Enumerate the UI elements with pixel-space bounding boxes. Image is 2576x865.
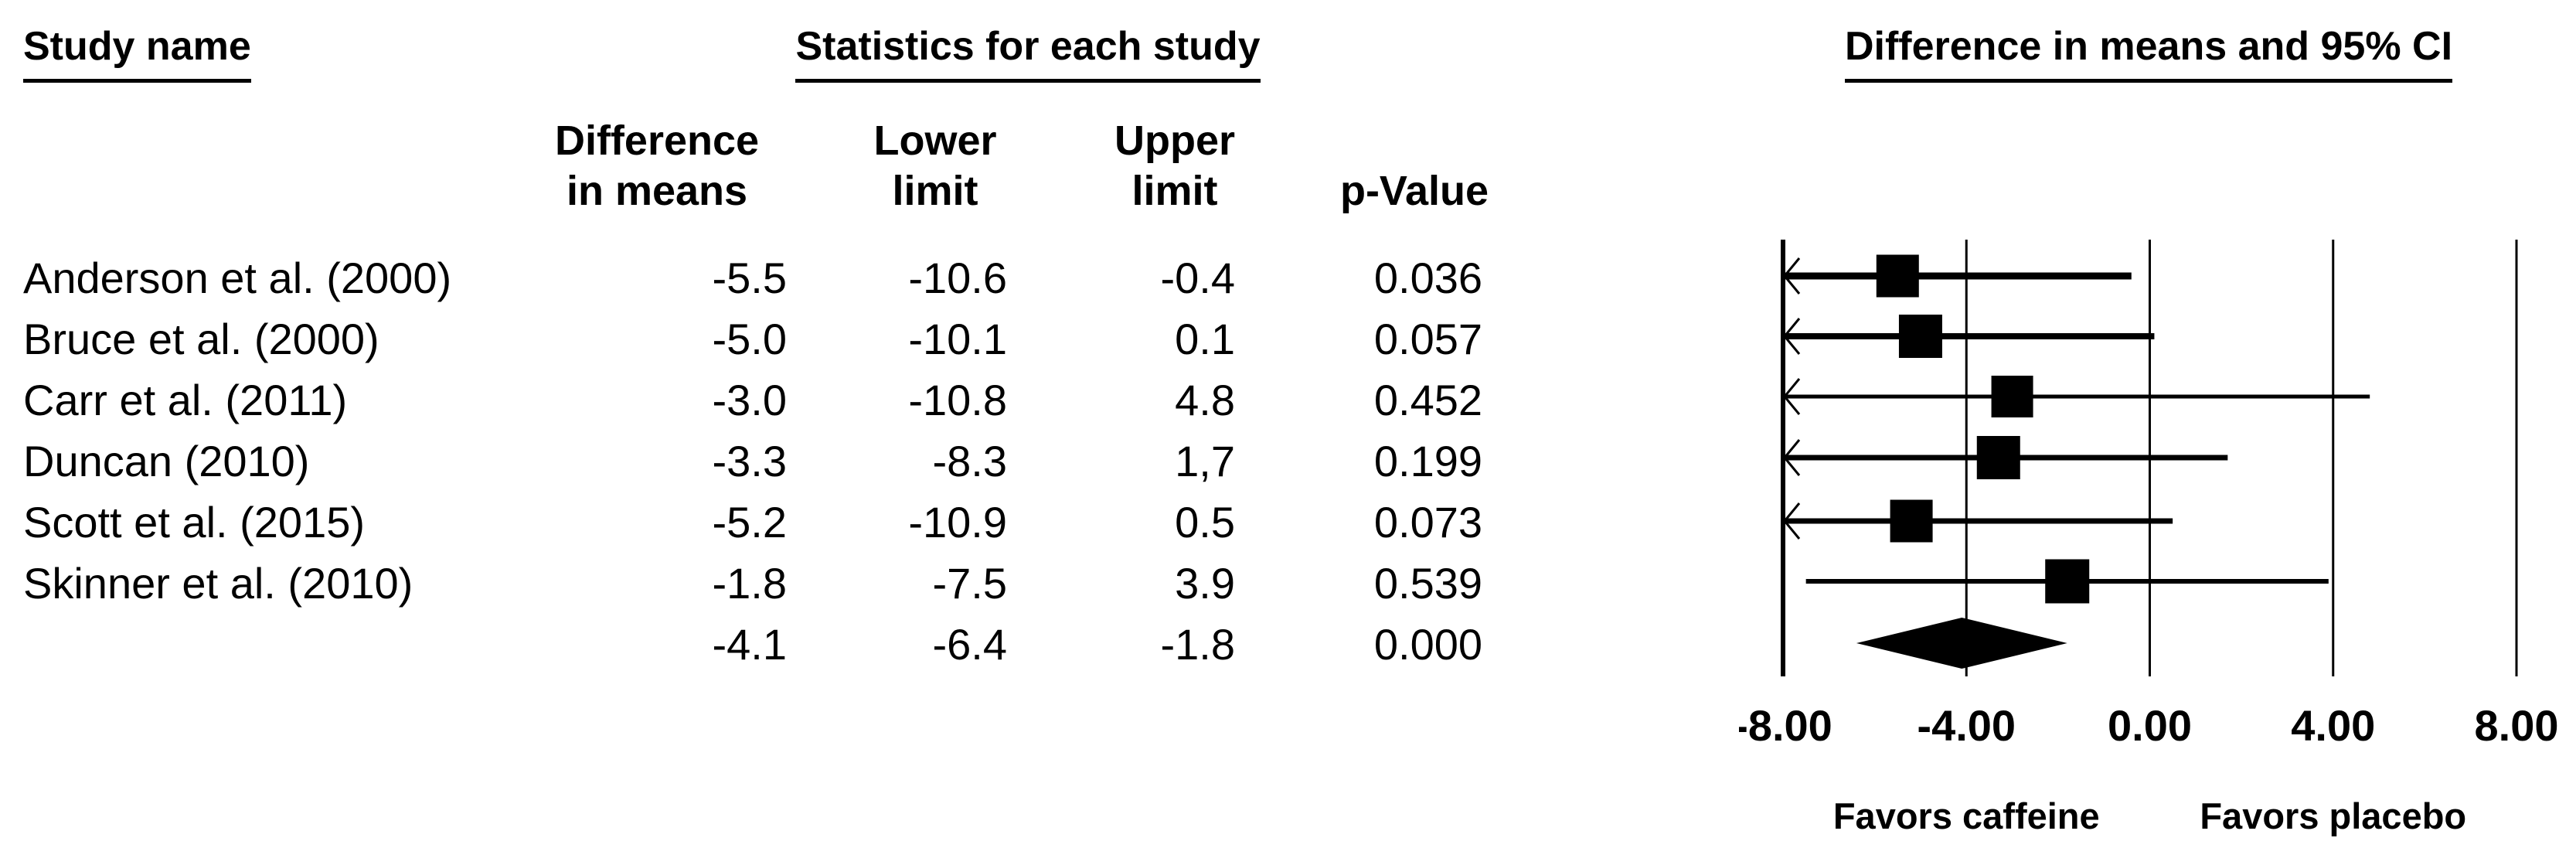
favors-caffeine-label: Favors caffeine — [1833, 795, 2100, 836]
study-name: Bruce et al. (2000) — [23, 315, 379, 363]
study-name-header: Study name — [23, 23, 251, 83]
stats-section-header: Statistics for each study — [734, 23, 1322, 83]
column-header-upper-limit: Upper limit — [1114, 117, 1235, 215]
lower-limit-value: -6.4 — [932, 620, 1008, 669]
p-value: 0.199 — [1373, 437, 1482, 485]
lower-limit-value: -10.8 — [908, 376, 1007, 424]
p-value: 0.000 — [1373, 620, 1482, 669]
upper-limit-value: 0.1 — [1175, 315, 1235, 363]
arrow-left-icon — [1783, 378, 1801, 415]
column-header-lower-limit: Lower limit — [873, 117, 997, 215]
arrow-left-icon — [1783, 318, 1801, 355]
upper-limit-value: 4.8 — [1175, 376, 1235, 424]
p-value: 0.073 — [1373, 498, 1482, 547]
ci-section-header-text: Difference in means and 95% CI — [1844, 23, 2453, 83]
table-row: Carr et al. (2011) -3.0 -10.8 4.8 0.452 — [23, 369, 1492, 431]
upper-limit-value: -1.8 — [1160, 620, 1236, 669]
difference-in-means-value: -1.8 — [712, 559, 788, 608]
lower-limit-value: -8.3 — [932, 437, 1008, 485]
difference-in-means-value: -5.2 — [712, 498, 788, 547]
ci-section-header: Difference in means and 95% CI — [1770, 23, 2527, 83]
difference-in-means-value: -4.1 — [712, 620, 788, 669]
lower-limit-value: -7.5 — [932, 559, 1008, 608]
lower-limit-value: -10.1 — [908, 315, 1007, 363]
p-value: 0.539 — [1373, 559, 1482, 608]
x-tick-label: -4.00 — [1917, 701, 2016, 750]
x-tick-label: 4.00 — [2291, 701, 2375, 750]
difference-in-means-value: -5.5 — [712, 254, 788, 302]
difference-in-means-value: -3.0 — [712, 376, 788, 424]
difference-in-means-value: -3.3 — [712, 437, 788, 485]
point-estimate-square — [1876, 254, 1919, 298]
table-row: Anderson et al. (2000) -5.5 -10.6 -0.4 0… — [23, 247, 1492, 308]
table-row: Duncan (2010) -3.3 -8.3 1,7 0.199 — [23, 431, 1492, 492]
study-name: Anderson et al. (2000) — [23, 254, 452, 302]
point-estimate-square — [1898, 315, 1942, 358]
study-name: Duncan (2010) — [23, 437, 310, 485]
table-row: Bruce et al. (2000) -5.0 -10.1 0.1 0.057 — [23, 308, 1492, 369]
point-estimate-square — [1976, 436, 2020, 479]
arrow-left-icon — [1783, 502, 1801, 540]
table-row: -4.1 -6.4 -1.8 0.000 — [23, 614, 1492, 675]
study-name: Scott et al. (2015) — [23, 498, 366, 547]
arrow-left-icon — [1783, 439, 1801, 476]
point-estimate-square — [2045, 559, 2090, 604]
favors-placebo-label: Favors placebo — [2200, 795, 2466, 836]
lower-limit-value: -10.6 — [908, 254, 1007, 302]
column-header-difference-in-means: Difference in means — [554, 117, 760, 215]
upper-limit-value: -0.4 — [1160, 254, 1236, 302]
table-row: Skinner et al. (2010) -1.8 -7.5 3.9 0.53… — [23, 553, 1492, 614]
upper-limit-value: 1,7 — [1175, 437, 1235, 485]
point-estimate-square — [1890, 499, 1933, 543]
p-value: 0.057 — [1373, 315, 1482, 363]
lower-limit-value: -10.9 — [908, 498, 1007, 547]
statistics-table: Anderson et al. (2000) -5.5 -10.6 -0.4 0… — [23, 247, 1492, 675]
study-name-header-text: Study name — [23, 23, 251, 83]
difference-in-means-value: -5.0 — [712, 315, 788, 363]
study-name: Carr et al. (2011) — [23, 376, 348, 424]
table-row: Scott et al. (2015) -5.2 -10.9 0.5 0.073 — [23, 492, 1492, 553]
forest-plot: -8.00 -4.00 0.00 4.00 8.00 Favors caffeine Fav… — [1739, 240, 2559, 836]
arrow-left-icon — [1783, 257, 1801, 295]
study-name: Skinner et al. (2010) — [23, 559, 413, 608]
column-header-p-value: p-Value — [1339, 168, 1489, 215]
x-tick-label: -8.00 — [1739, 701, 1832, 750]
summary-diamond — [1856, 618, 2067, 669]
x-tick-label: 0.00 — [2108, 701, 2192, 750]
stats-section-header-text: Statistics for each study — [795, 23, 1261, 83]
upper-limit-value: 0.5 — [1175, 498, 1235, 547]
upper-limit-value: 3.9 — [1175, 559, 1235, 608]
point-estimate-square — [1991, 376, 2033, 417]
p-value: 0.036 — [1373, 254, 1482, 302]
p-value: 0.452 — [1373, 376, 1482, 424]
x-tick-label: 8.00 — [2475, 701, 2559, 750]
